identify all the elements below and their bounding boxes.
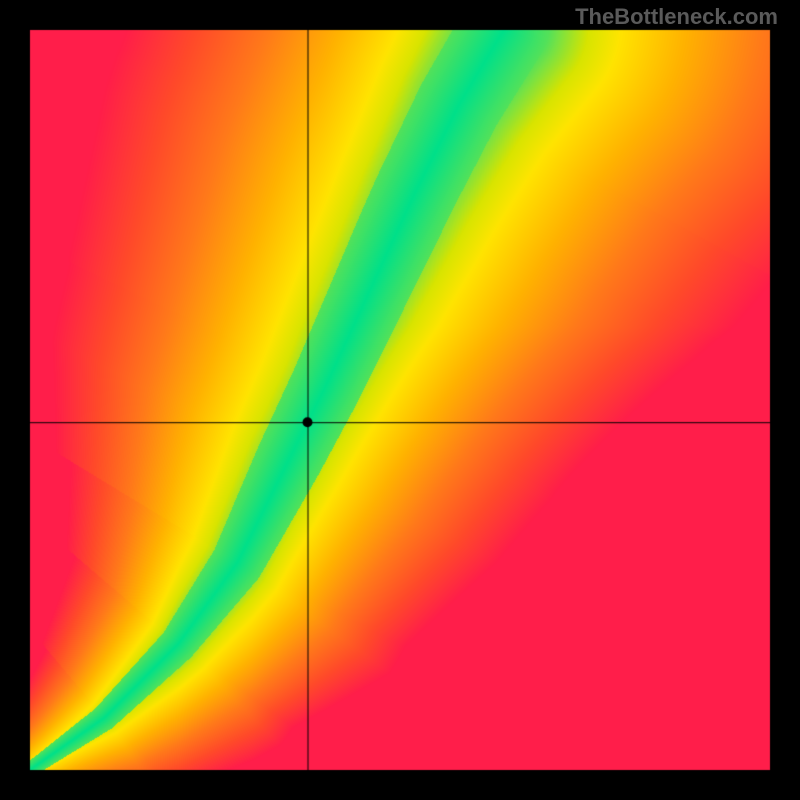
heatmap-canvas bbox=[0, 0, 800, 800]
chart-container: TheBottleneck.com bbox=[0, 0, 800, 800]
watermark-text: TheBottleneck.com bbox=[575, 4, 778, 30]
